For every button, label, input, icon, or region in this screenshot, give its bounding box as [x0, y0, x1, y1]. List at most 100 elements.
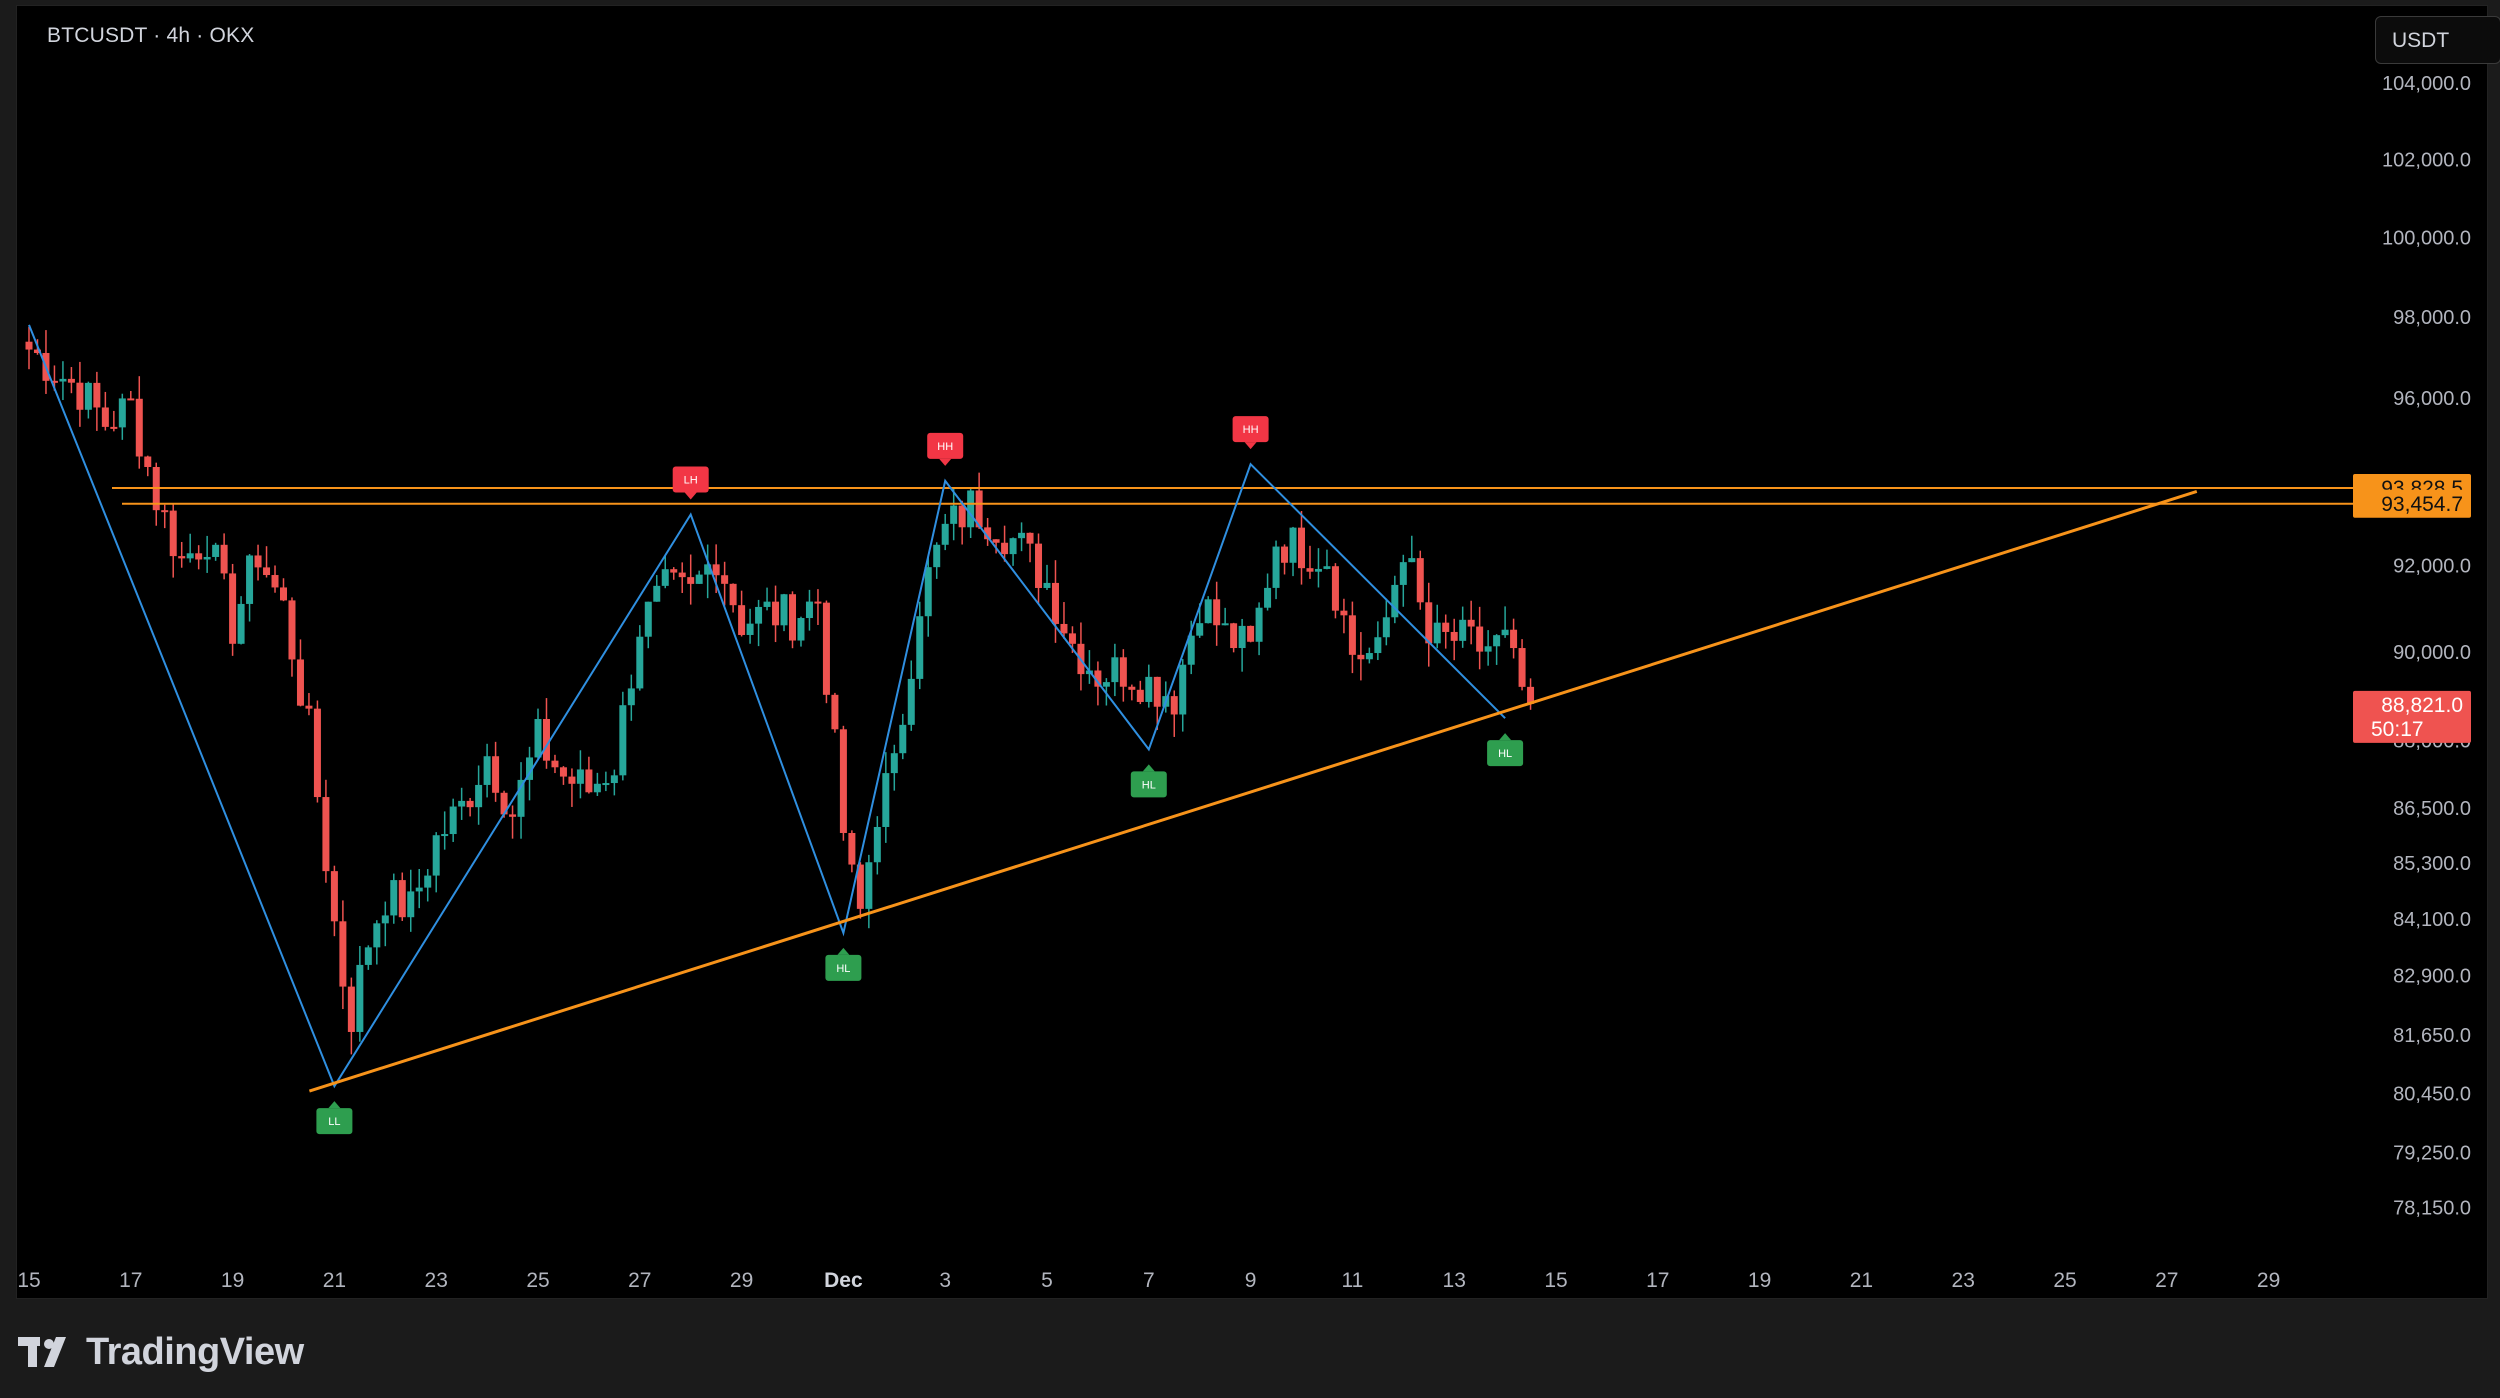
candle[interactable]: [59, 361, 67, 401]
candle[interactable]: [1323, 549, 1331, 570]
candle[interactable]: [1136, 680, 1144, 705]
zigzag-line[interactable]: [28, 324, 1506, 1089]
candle[interactable]: [1450, 618, 1458, 661]
swing-tag-hh[interactable]: HH: [1232, 416, 1269, 450]
candle[interactable]: [924, 556, 932, 637]
candle[interactable]: [390, 873, 398, 924]
candle[interactable]: [263, 546, 271, 578]
candle[interactable]: [1179, 659, 1187, 732]
candle[interactable]: [373, 920, 381, 965]
candle[interactable]: [76, 361, 84, 427]
candle[interactable]: [1399, 554, 1407, 607]
candle[interactable]: [296, 639, 304, 707]
candle[interactable]: [118, 393, 126, 440]
candle[interactable]: [229, 563, 237, 656]
candle[interactable]: [381, 901, 389, 947]
candle[interactable]: [1060, 602, 1068, 639]
candle[interactable]: [449, 798, 457, 842]
candle[interactable]: [220, 533, 228, 580]
candle[interactable]: [1026, 532, 1034, 563]
candle[interactable]: [1043, 564, 1051, 590]
candle[interactable]: [1357, 632, 1365, 681]
candle[interactable]: [559, 766, 567, 785]
candle[interactable]: [1153, 676, 1161, 730]
candle[interactable]: [313, 700, 321, 803]
swing-tag-hl[interactable]: HL: [825, 947, 862, 981]
currency-button[interactable]: USDT: [2375, 16, 2500, 64]
candle[interactable]: [254, 544, 262, 581]
candle[interactable]: [1476, 606, 1484, 670]
candle[interactable]: [721, 561, 729, 606]
candle[interactable]: [602, 771, 610, 792]
candle[interactable]: [1348, 601, 1356, 674]
candle[interactable]: [1459, 606, 1467, 648]
candle[interactable]: [1051, 560, 1059, 643]
candle[interactable]: [1119, 649, 1127, 702]
candle[interactable]: [288, 597, 296, 677]
candle[interactable]: [237, 596, 245, 645]
candle[interactable]: [432, 832, 440, 893]
candle[interactable]: [144, 455, 152, 477]
candle[interactable]: [661, 554, 669, 589]
symbol-label[interactable]: BTCUSDT · 4h · OKX: [47, 24, 255, 47]
candle[interactable]: [644, 601, 652, 649]
candle[interactable]: [186, 533, 194, 563]
candle[interactable]: [398, 872, 406, 921]
candle[interactable]: [161, 504, 169, 529]
candle[interactable]: [729, 583, 737, 613]
candle[interactable]: [772, 585, 780, 643]
candle[interactable]: [1111, 643, 1119, 697]
candle[interactable]: [1365, 647, 1373, 664]
candle[interactable]: [407, 869, 415, 932]
candle[interactable]: [1391, 575, 1399, 624]
candle[interactable]: [127, 390, 135, 401]
candle[interactable]: [1221, 607, 1229, 626]
candle[interactable]: [831, 692, 839, 733]
candle[interactable]: [610, 769, 618, 796]
candle[interactable]: [246, 554, 254, 622]
candle[interactable]: [916, 601, 924, 690]
candle[interactable]: [992, 539, 1000, 554]
candle[interactable]: [1467, 600, 1475, 645]
candle[interactable]: [93, 371, 101, 431]
candle[interactable]: [1493, 634, 1501, 665]
candle[interactable]: [1416, 550, 1424, 610]
candle[interactable]: [585, 756, 593, 794]
candle[interactable]: [517, 762, 525, 839]
candle[interactable]: [356, 946, 364, 1042]
candle[interactable]: [492, 741, 500, 802]
candle[interactable]: [1170, 690, 1178, 737]
candle[interactable]: [1306, 545, 1314, 579]
candle[interactable]: [1289, 526, 1297, 577]
candle[interactable]: [1510, 618, 1518, 659]
resistance-price-tag[interactable]: 93,454.7: [2353, 489, 2471, 518]
candle[interactable]: [1009, 537, 1017, 566]
candle[interactable]: [305, 693, 313, 716]
candle[interactable]: [364, 945, 372, 970]
candle[interactable]: [1408, 535, 1416, 563]
candle[interactable]: [1340, 598, 1348, 634]
candle[interactable]: [899, 713, 907, 760]
candle[interactable]: [1518, 639, 1526, 691]
candle[interactable]: [678, 562, 686, 594]
candle[interactable]: [1247, 625, 1255, 643]
candle[interactable]: [1145, 664, 1153, 708]
swing-tag-ll[interactable]: LL: [316, 1101, 353, 1135]
candle[interactable]: [1374, 621, 1382, 661]
chart-panel[interactable]: LL LH HL HH HL HH HL 104,000.0 102,000.0 100,000…: [16, 5, 2500, 1299]
candle[interactable]: [466, 797, 474, 817]
candle[interactable]: [203, 535, 211, 573]
ascending-trendline[interactable]: [308, 490, 2198, 1093]
candle[interactable]: [856, 862, 864, 919]
candle[interactable]: [67, 367, 75, 394]
candle[interactable]: [576, 750, 584, 799]
candle[interactable]: [1484, 630, 1492, 666]
candle[interactable]: [627, 674, 635, 721]
candle[interactable]: [1213, 581, 1221, 646]
candle[interactable]: [780, 593, 788, 632]
candle[interactable]: [509, 805, 517, 839]
candle[interactable]: [670, 567, 678, 580]
candle[interactable]: [636, 625, 644, 691]
candle[interactable]: [890, 744, 898, 791]
candle[interactable]: [483, 743, 491, 798]
